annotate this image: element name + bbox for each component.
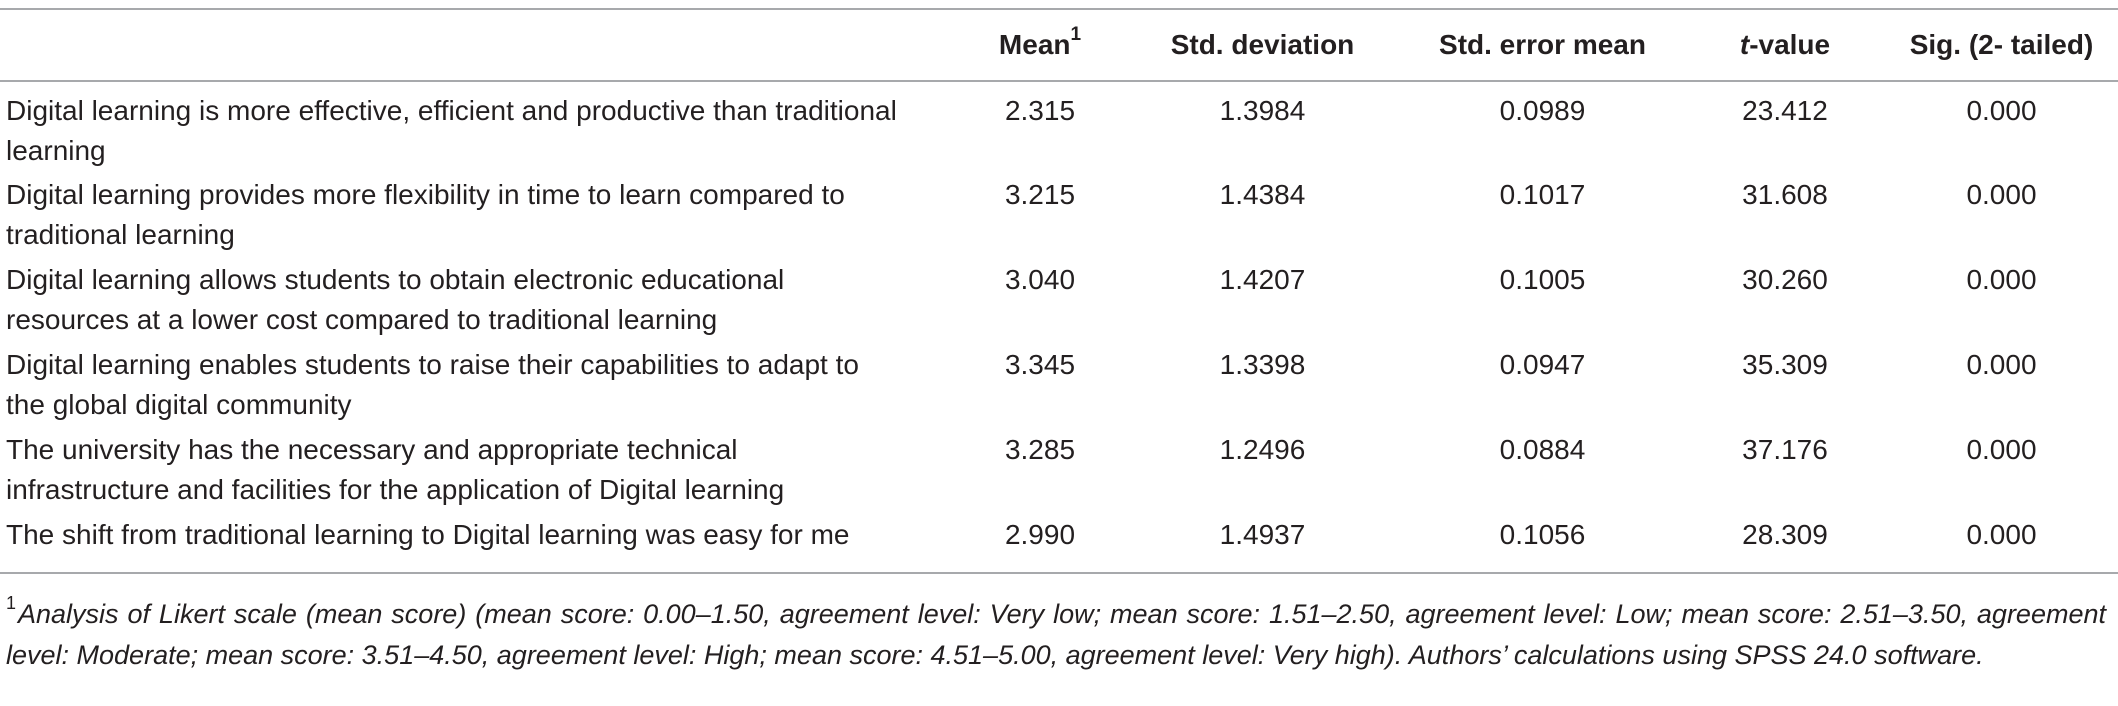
sig-cell: 0.000 bbox=[1966, 179, 2037, 210]
table-row: Digital learning is more effective, effi… bbox=[0, 81, 2118, 171]
std-error-mean-cell: 0.0989 bbox=[1499, 95, 1586, 126]
std-deviation-cell: 1.4937 bbox=[1219, 519, 1306, 550]
statement-cell: Digital learning allows students to obta… bbox=[6, 264, 785, 335]
header-row: Mean1 Std. deviation Std. error mean t-v… bbox=[0, 9, 2118, 81]
results-table: Mean1 Std. deviation Std. error mean t-v… bbox=[0, 8, 2118, 574]
t-value-cell: 28.309 bbox=[1742, 519, 1828, 550]
std-error-mean-cell: 0.1017 bbox=[1499, 179, 1586, 210]
table-row: Digital learning allows students to obta… bbox=[0, 256, 2118, 341]
header-std-error-mean: Std. error mean bbox=[1439, 29, 1646, 60]
t-value-cell: 35.309 bbox=[1742, 349, 1828, 380]
header-std-deviation: Std. deviation bbox=[1170, 29, 1355, 60]
mean-cell: 3.215 bbox=[1004, 179, 1076, 210]
std-deviation-cell: 1.2496 bbox=[1219, 434, 1306, 465]
std-error-mean-cell: 0.1056 bbox=[1499, 519, 1586, 550]
footnote-marker: 1 bbox=[6, 593, 17, 613]
std-deviation-cell: 1.3398 bbox=[1219, 349, 1306, 380]
t-value-cell: 23.412 bbox=[1742, 95, 1828, 126]
std-deviation-cell: 1.4384 bbox=[1219, 179, 1306, 210]
table-row: The shift from traditional learning to D… bbox=[0, 511, 2118, 573]
table-body: Digital learning is more effective, effi… bbox=[0, 81, 2118, 573]
table-row: The university has the necessary and app… bbox=[0, 426, 2118, 511]
header-mean-footnote-marker: 1 bbox=[1070, 23, 1082, 45]
table-header: Mean1 Std. deviation Std. error mean t-v… bbox=[0, 9, 2118, 81]
sig-cell: 0.000 bbox=[1966, 264, 2037, 295]
table-row: Digital learning enables students to rai… bbox=[0, 341, 2118, 426]
header-sig: Sig. (2- tailed) bbox=[1909, 29, 2094, 60]
header-statement bbox=[0, 9, 955, 81]
mean-cell: 3.040 bbox=[1004, 264, 1076, 295]
t-value-cell: 30.260 bbox=[1742, 264, 1828, 295]
std-error-mean-cell: 0.0884 bbox=[1499, 434, 1586, 465]
std-deviation-cell: 1.4207 bbox=[1219, 264, 1306, 295]
sig-cell: 0.000 bbox=[1966, 519, 2037, 550]
table-row: Digital learning provides more flexibili… bbox=[0, 171, 2118, 256]
statement-cell: Digital learning provides more flexibili… bbox=[6, 179, 845, 250]
mean-cell: 2.315 bbox=[1004, 95, 1076, 126]
std-deviation-cell: 1.3984 bbox=[1219, 95, 1306, 126]
statement-cell: Digital learning enables students to rai… bbox=[6, 349, 859, 420]
t-value-cell: 31.608 bbox=[1742, 179, 1828, 210]
mean-cell: 3.285 bbox=[1004, 434, 1076, 465]
header-mean: Mean1 bbox=[998, 23, 1082, 60]
sig-cell: 0.000 bbox=[1966, 349, 2037, 380]
t-value-cell: 37.176 bbox=[1742, 434, 1828, 465]
std-error-mean-cell: 0.0947 bbox=[1499, 349, 1586, 380]
footnote-text: Analysis of Likert scale (mean score) (m… bbox=[6, 599, 2106, 670]
std-error-mean-cell: 0.1005 bbox=[1499, 264, 1586, 295]
sig-cell: 0.000 bbox=[1966, 434, 2037, 465]
table-footnote: 1Analysis of Likert scale (mean score) (… bbox=[6, 594, 2106, 676]
statement-cell: The shift from traditional learning to D… bbox=[6, 519, 850, 550]
sig-cell: 0.000 bbox=[1966, 95, 2037, 126]
mean-cell: 3.345 bbox=[1004, 349, 1076, 380]
statement-cell: Digital learning is more effective, effi… bbox=[6, 95, 897, 166]
mean-cell: 2.990 bbox=[1004, 519, 1076, 550]
header-t-value: t-value bbox=[1739, 29, 1831, 60]
statement-cell: The university has the necessary and app… bbox=[6, 434, 785, 505]
